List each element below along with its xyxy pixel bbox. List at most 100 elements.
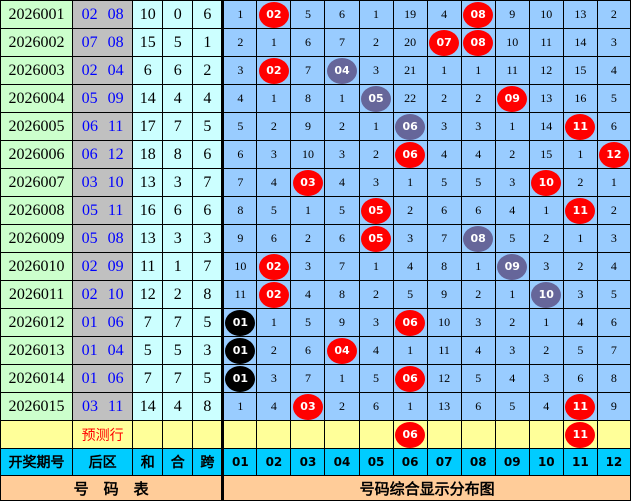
miss-count-cell: 5 xyxy=(290,0,326,29)
miss-count-cell: 6 xyxy=(256,224,292,253)
number-ball-black: 01 xyxy=(225,309,256,336)
hit-cell: 01 xyxy=(221,308,258,337)
sum-cell: 13 xyxy=(132,168,164,197)
he-cell: 8 xyxy=(162,140,194,169)
miss-count-cell: 2 xyxy=(494,308,530,337)
number-ball-red: 12 xyxy=(598,141,629,168)
hit-cell: 04 xyxy=(324,336,360,365)
miss-count-cell: 13 xyxy=(426,392,462,421)
number-ball-red: 06 xyxy=(395,365,426,392)
miss-count-cell: 5 xyxy=(290,308,326,337)
number-ball-red: 02 xyxy=(258,57,289,84)
table-row: 2026007 03 10 13 3 7 7 4 03 4 3 1 5 5 3 10 2 1 xyxy=(0,168,631,197)
miss-count-cell: 11 xyxy=(528,28,564,57)
sum-cell: 6 xyxy=(132,56,164,85)
miss-count-cell: 5 xyxy=(596,84,631,113)
he-cell: 7 xyxy=(162,308,194,337)
miss-count-cell: 1 xyxy=(426,56,462,85)
miss-count-cell: 1 xyxy=(494,280,530,309)
miss-count-cell: 7 xyxy=(290,364,326,393)
span-cell: 8 xyxy=(192,392,224,421)
prediction-row: 预测行 06 11 xyxy=(0,420,631,449)
miss-count-cell: 4 xyxy=(256,392,292,421)
miss-count-cell: 2 xyxy=(528,336,564,365)
hit-cell: 12 xyxy=(596,140,631,169)
miss-count-cell: 6 xyxy=(324,224,360,253)
period-cell: 2026002 xyxy=(0,28,74,57)
period-cell: 2026004 xyxy=(0,84,74,113)
miss-count-cell: 7 xyxy=(324,28,360,57)
miss-count-cell: 4 xyxy=(596,252,631,281)
back-area-cell: 01 04 xyxy=(72,336,134,365)
miss-count-cell: 1 xyxy=(562,224,598,253)
miss-count-cell: 7 xyxy=(596,336,631,365)
header-he: 合 xyxy=(162,448,194,476)
prediction-cell xyxy=(290,420,326,449)
header-number: 04 xyxy=(324,448,360,476)
he-cell: 4 xyxy=(162,392,194,421)
miss-count-cell: 2 xyxy=(494,140,530,169)
header-number: 03 xyxy=(290,448,326,476)
sum-cell: 14 xyxy=(132,392,164,421)
miss-count-cell: 2 xyxy=(460,280,496,309)
prediction-stat-cell xyxy=(162,420,194,449)
period-cell: 2026009 xyxy=(0,224,74,253)
miss-count-cell: 5 xyxy=(221,112,258,141)
header-number: 01 xyxy=(221,448,258,476)
miss-count-cell: 3 xyxy=(528,364,564,393)
miss-count-cell: 6 xyxy=(460,196,496,225)
header-number: 10 xyxy=(528,448,564,476)
miss-count-cell: 2 xyxy=(460,84,496,113)
miss-count-cell: 6 xyxy=(290,336,326,365)
hit-cell: 09 xyxy=(494,252,530,281)
span-cell: 7 xyxy=(192,168,224,197)
miss-count-cell: 6 xyxy=(460,392,496,421)
number-ball-red: 11 xyxy=(565,197,596,224)
hit-cell: 03 xyxy=(290,392,326,421)
miss-count-cell: 4 xyxy=(494,364,530,393)
footer-distribution-label: 号码综合显示分布图 xyxy=(221,475,631,501)
number-ball-black: 01 xyxy=(225,365,256,392)
miss-count-cell: 1 xyxy=(256,84,292,113)
number-ball-red: 02 xyxy=(258,1,289,28)
table-row: 2026004 05 09 14 4 4 4 1 8 1 05 22 2 2 09 13 16 5 xyxy=(0,84,631,113)
miss-count-cell: 3 xyxy=(358,308,394,337)
miss-count-cell: 5 xyxy=(256,196,292,225)
hit-cell: 03 xyxy=(290,168,326,197)
table-row: 2026013 01 04 5 5 3 01 2 6 04 4 1 11 4 3 2 5 7 xyxy=(0,336,631,365)
number-ball-red: 02 xyxy=(258,253,289,280)
miss-count-cell: 1 xyxy=(392,168,428,197)
prediction-cell xyxy=(460,420,496,449)
span-cell: 5 xyxy=(192,308,224,337)
period-cell: 2026007 xyxy=(0,168,74,197)
table-row: 2026011 02 10 12 2 8 11 02 4 8 2 5 9 2 1 10 3 5 xyxy=(0,280,631,309)
miss-count-cell: 11 xyxy=(494,56,530,85)
prediction-cell xyxy=(358,420,394,449)
header-number: 11 xyxy=(562,448,598,476)
header-number: 02 xyxy=(256,448,292,476)
sum-cell: 15 xyxy=(132,28,164,57)
miss-count-cell: 6 xyxy=(324,0,360,29)
back-area-cell: 02 09 xyxy=(72,252,134,281)
miss-count-cell: 4 xyxy=(460,336,496,365)
number-ball-red: 11 xyxy=(565,393,596,420)
period-cell: 2026001 xyxy=(0,0,74,29)
miss-count-cell: 1 xyxy=(221,0,258,29)
miss-count-cell: 1 xyxy=(596,168,631,197)
number-ball-red: 08 xyxy=(463,29,494,56)
back-area-cell: 05 08 xyxy=(72,224,134,253)
period-cell: 2026003 xyxy=(0,56,74,85)
miss-count-cell: 1 xyxy=(528,308,564,337)
miss-count-cell: 1 xyxy=(221,392,258,421)
period-cell: 2026014 xyxy=(0,364,74,393)
hit-cell: 06 xyxy=(392,420,428,449)
sum-cell: 17 xyxy=(132,112,164,141)
prediction-stat-cell xyxy=(192,420,224,449)
miss-count-cell: 10 xyxy=(290,140,326,169)
miss-count-cell: 1 xyxy=(256,308,292,337)
miss-count-cell: 2 xyxy=(392,196,428,225)
miss-count-cell: 10 xyxy=(426,308,462,337)
miss-count-cell: 3 xyxy=(290,252,326,281)
back-area-cell: 02 08 xyxy=(72,0,134,29)
